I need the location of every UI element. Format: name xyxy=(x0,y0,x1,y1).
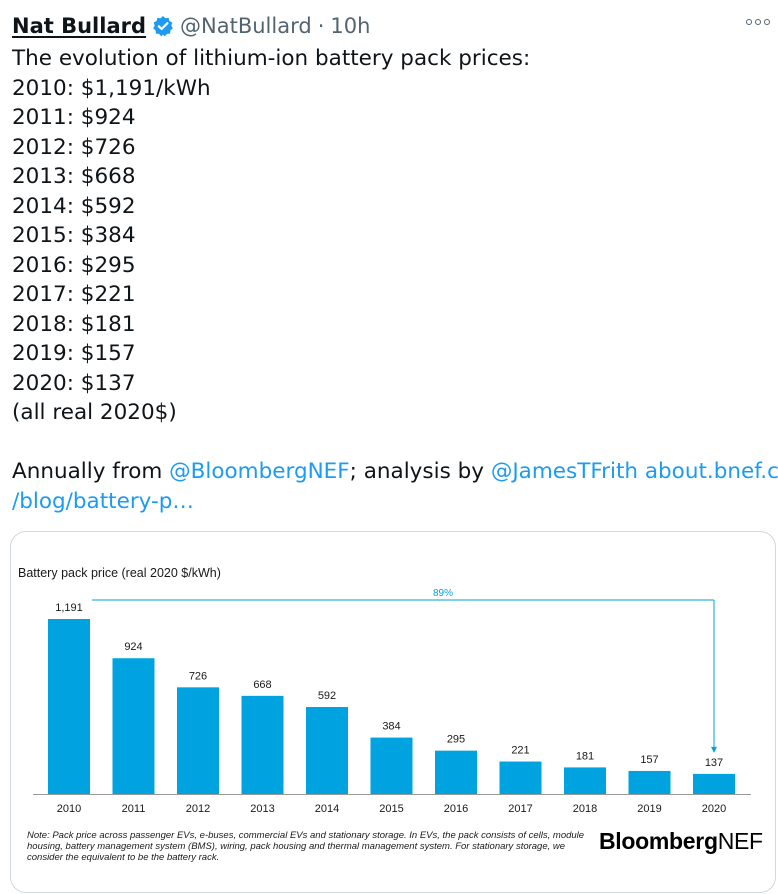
x-tick-2020: 2020 xyxy=(702,803,726,815)
tweet-line: 2019: $157 xyxy=(12,341,136,366)
article-link-continued[interactable]: /blog/battery-p… xyxy=(12,488,194,514)
tweet-line: 2010: $1,191/kWh xyxy=(12,75,211,101)
mention-bloombergnef[interactable]: @BloombergNEF xyxy=(169,459,350,484)
x-tick-2015: 2015 xyxy=(379,803,403,815)
separator-dot: · xyxy=(317,14,325,38)
verified-badge-icon xyxy=(152,15,174,37)
bar-2014 xyxy=(306,707,348,794)
annotation-arrow xyxy=(711,746,717,753)
more-options-icon[interactable] xyxy=(746,14,772,30)
analysis-text: ; analysis by xyxy=(349,459,491,484)
bar-2016 xyxy=(435,750,477,794)
tweet-line: 2020: $137 xyxy=(12,370,136,396)
x-tick-2018: 2018 xyxy=(573,803,597,815)
bloombergnef-logo: BloombergNEF xyxy=(599,828,763,854)
annotation-label: 89% xyxy=(433,588,453,599)
tweet-line: 2018: $181 xyxy=(12,311,136,337)
x-tick-2012: 2012 xyxy=(186,803,210,815)
x-tick-2019: 2019 xyxy=(637,803,661,815)
x-tick-2016: 2016 xyxy=(444,803,468,815)
data-label-2017: 221 xyxy=(511,745,529,757)
tweet-line: 2011: $924 xyxy=(12,105,136,130)
tweet-timestamp[interactable]: 10h xyxy=(330,14,371,38)
tweet-line-link: /blog/battery-p… xyxy=(12,487,772,517)
tweet-line: 2014: $592 xyxy=(12,193,136,219)
tweet-line: 2013: $668 xyxy=(12,164,136,189)
author-display-name[interactable]: Nat Bullard xyxy=(12,14,147,38)
x-tick-2014: 2014 xyxy=(315,803,339,815)
tweet-line-annual: Annually from @BloombergNEF; analysis by… xyxy=(12,457,778,487)
author-handle[interactable]: @NatBullard xyxy=(180,14,312,38)
bar-2010 xyxy=(48,619,90,794)
bar-2019 xyxy=(628,770,671,794)
blank-line xyxy=(12,428,772,458)
tweet-line: 2012: $726 xyxy=(12,134,136,160)
data-label-2012: 726 xyxy=(189,670,207,682)
x-tick-2013: 2013 xyxy=(250,803,274,815)
chart-title: Battery pack price (real 2020 $/kWh) xyxy=(18,566,221,580)
bar-2015 xyxy=(370,737,413,794)
annual-prefix: Annually from xyxy=(12,459,170,484)
bar-chart: 1,191 2010 924 2011 726 2012 668 2013 592 2014 384… xyxy=(33,588,751,815)
tweet-line: 2015: $384 xyxy=(12,223,136,248)
x-tick-2017: 2017 xyxy=(508,803,532,815)
data-label-2020: 137 xyxy=(705,757,723,769)
data-label-2011: 924 xyxy=(124,641,142,653)
bar-2020 xyxy=(693,773,735,794)
data-label-2018: 181 xyxy=(576,750,594,762)
bar-2011 xyxy=(112,658,155,794)
data-label-2016: 295 xyxy=(447,734,465,746)
bar-2013 xyxy=(241,695,284,794)
tweet-line: 2017: $221 xyxy=(12,282,136,307)
mention-jamestfrith[interactable]: @JamesTFrith xyxy=(490,459,639,484)
article-link[interactable]: about.bnef.com xyxy=(644,459,778,484)
tweet-line: (all real 2020$) xyxy=(12,400,177,425)
tweet-header: Nat Bullard @NatBullard · 10h xyxy=(12,10,370,42)
bar-2012 xyxy=(177,687,219,794)
x-tick-2011: 2011 xyxy=(122,803,146,815)
bar-2018 xyxy=(564,767,606,794)
tweet-line: The evolution of lithium-ion battery pac… xyxy=(12,46,531,71)
chart-note: Note: Pack price across passenger EVs, e… xyxy=(27,830,585,863)
data-label-2014: 592 xyxy=(318,690,336,702)
data-label-2013: 668 xyxy=(253,679,271,691)
data-label-2010: 1,191 xyxy=(55,602,83,614)
chart-card[interactable]: Battery pack price (real 2020 $/kWh) 1,1… xyxy=(10,531,776,893)
tweet-text: The evolution of lithium-ion battery pac… xyxy=(12,44,778,517)
x-tick-2010: 2010 xyxy=(57,803,81,815)
tweet-line: 2016: $295 xyxy=(12,252,136,278)
data-label-2015: 384 xyxy=(382,721,400,733)
data-label-2019: 157 xyxy=(640,754,658,766)
bar-2017 xyxy=(499,761,542,794)
